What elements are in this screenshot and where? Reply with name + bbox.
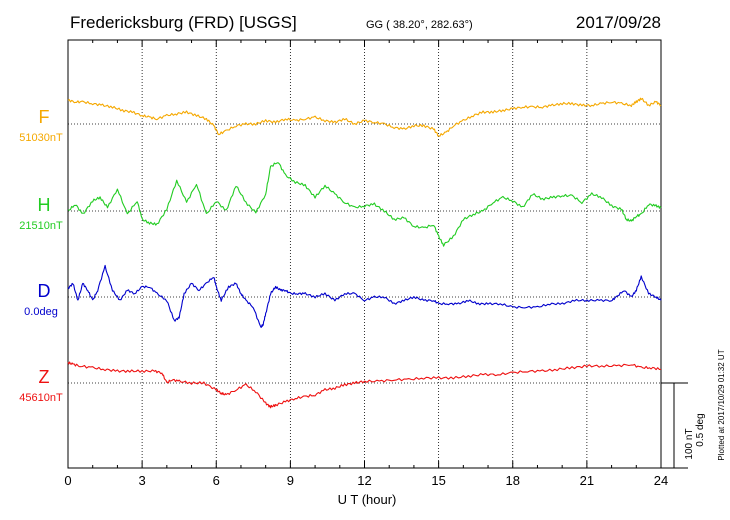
x-tick-label-18: 18	[506, 473, 520, 488]
x-tick-label-24: 24	[654, 473, 668, 488]
coordinates-label: GG ( 38.20°, 282.63°)	[366, 19, 473, 31]
baseline-value-F: 51030nT	[19, 132, 63, 144]
scale-deg-label: 0.5 deg	[695, 413, 706, 446]
series-line-F	[67, 97, 662, 137]
scale-bar: 100 nT 0.5 deg	[661, 382, 706, 469]
series-line-H	[67, 162, 662, 247]
component-label-D: D	[38, 281, 51, 301]
x-axis-label: U T (hour)	[338, 492, 397, 507]
baseline-value-Z: 45610nT	[19, 392, 63, 404]
x-tick-label-3: 3	[139, 473, 146, 488]
series-line-Z	[67, 361, 662, 409]
date-label: 2017/09/28	[576, 13, 661, 32]
component-label-F: F	[39, 107, 50, 127]
plotted-at-label: Plotted at 2017/10/29 01:32 UT	[717, 349, 726, 460]
x-tick-label-21: 21	[580, 473, 594, 488]
x-tick-label-9: 9	[287, 473, 294, 488]
x-tick-label-0: 0	[64, 473, 71, 488]
grid-lines	[68, 40, 661, 468]
x-tick-label-6: 6	[213, 473, 220, 488]
x-axis-ticks: 0 3 6 9 12 15 18 21 24	[64, 40, 668, 488]
baseline-value-H: 21510nT	[19, 220, 63, 232]
component-label-Z: Z	[39, 367, 50, 387]
x-tick-label-15: 15	[431, 473, 445, 488]
series-lines	[67, 97, 662, 409]
scale-nt-label: 100 nT	[684, 428, 695, 459]
series-line-D	[67, 264, 662, 328]
x-tick-label-12: 12	[357, 473, 371, 488]
baseline-value-D: 0.0deg	[24, 306, 58, 318]
station-title: Fredericksburg (FRD) [USGS]	[70, 13, 297, 32]
component-label-H: H	[38, 195, 51, 215]
baseline-labels: F 51030nT H 21510nT D 0.0deg Z 45610nT	[19, 107, 63, 404]
